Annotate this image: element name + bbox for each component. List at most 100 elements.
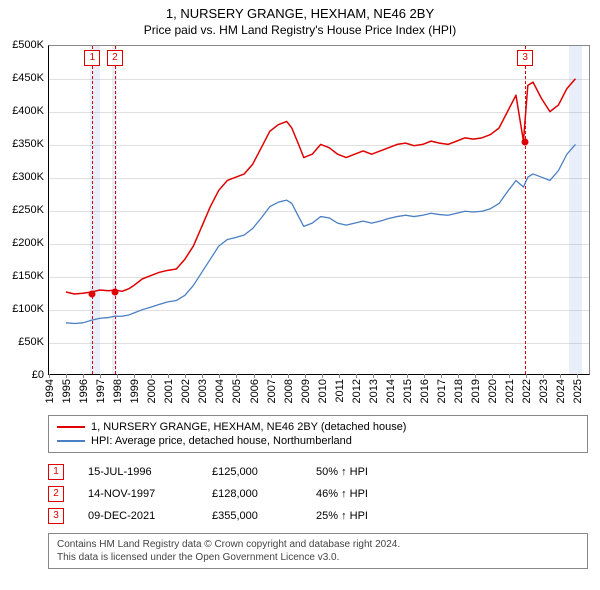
x-tick-mark <box>356 374 357 378</box>
y-tick-label: £500K <box>12 39 44 51</box>
x-tick-label: 2019 <box>470 379 482 403</box>
footer-line-2: This data is licensed under the Open Gov… <box>57 551 579 564</box>
marker-dot <box>522 138 529 145</box>
x-tick-label: 2008 <box>283 379 295 403</box>
sales-marker: 3 <box>48 508 64 524</box>
x-tick-mark <box>219 374 220 378</box>
x-tick-mark <box>83 374 84 378</box>
marker-dot <box>111 288 118 295</box>
x-tick-label: 2001 <box>163 379 175 403</box>
series-hpi <box>66 144 576 323</box>
x-tick-label: 2020 <box>487 379 499 403</box>
x-tick-mark <box>424 374 425 378</box>
x-tick-mark <box>236 374 237 378</box>
x-tick-mark <box>526 374 527 378</box>
x-tick-label: 2023 <box>538 379 550 403</box>
x-tick-mark <box>288 374 289 378</box>
x-tick-mark <box>560 374 561 378</box>
x-tick-label: 1999 <box>129 379 141 403</box>
x-tick-label: 2012 <box>351 379 363 403</box>
x-tick-label: 2015 <box>402 379 414 403</box>
x-tick-label: 2014 <box>385 379 397 403</box>
x-tick-label: 2018 <box>453 379 465 403</box>
sales-date: 15-JUL-1996 <box>88 466 188 478</box>
x-tick-label: 2021 <box>504 379 516 403</box>
x-tick-label: 2016 <box>419 379 431 403</box>
x-tick-label: 2005 <box>231 379 243 403</box>
x-tick-mark <box>202 374 203 378</box>
legend-line-swatch <box>57 426 85 428</box>
sales-price: £125,000 <box>212 466 292 478</box>
chart-plot-area: 123 £0£50K£100K£150K£200K£250K£300K£350K… <box>48 45 590 375</box>
marker-box: 3 <box>517 50 533 66</box>
x-tick-mark <box>577 374 578 378</box>
marker-box: 2 <box>107 50 123 66</box>
x-tick-mark <box>543 374 544 378</box>
y-tick-label: £450K <box>12 72 44 84</box>
sales-hpi: 25% ↑ HPI <box>316 510 406 522</box>
y-tick-label: £350K <box>12 138 44 150</box>
x-tick-mark <box>373 374 374 378</box>
sales-row: 1 15-JUL-1996 £125,000 50% ↑ HPI <box>48 461 588 483</box>
chart-subtitle: Price paid vs. HM Land Registry's House … <box>0 23 600 37</box>
chart-container: 1, NURSERY GRANGE, HEXHAM, NE46 2BY Pric… <box>0 0 600 590</box>
x-tick-mark <box>475 374 476 378</box>
y-tick-label: £200K <box>12 237 44 249</box>
x-tick-mark <box>134 374 135 378</box>
x-tick-label: 1998 <box>112 379 124 403</box>
sales-date: 14-NOV-1997 <box>88 488 188 500</box>
y-tick-label: £400K <box>12 105 44 117</box>
sales-hpi: 50% ↑ HPI <box>316 466 406 478</box>
x-tick-label: 2009 <box>300 379 312 403</box>
x-tick-mark <box>100 374 101 378</box>
x-tick-label: 2017 <box>436 379 448 403</box>
marker-box: 1 <box>84 50 100 66</box>
sales-marker: 1 <box>48 464 64 480</box>
x-tick-mark <box>151 374 152 378</box>
x-tick-mark <box>458 374 459 378</box>
sales-table: 1 15-JUL-1996 £125,000 50% ↑ HPI 2 14-NOV-199… <box>48 461 588 527</box>
x-tick-label: 2024 <box>555 379 567 403</box>
sales-price: £128,000 <box>212 488 292 500</box>
x-tick-mark <box>254 374 255 378</box>
sales-price: £355,000 <box>212 510 292 522</box>
footer-line-1: Contains HM Land Registry data © Crown c… <box>57 538 579 551</box>
x-tick-label: 2011 <box>334 379 346 403</box>
plot-border: 12 3 <box>48 45 590 375</box>
x-tick-label: 2013 <box>368 379 380 403</box>
x-tick-label: 2010 <box>317 379 329 403</box>
y-tick-label: £300K <box>12 171 44 183</box>
x-tick-mark <box>339 374 340 378</box>
x-tick-label: 2003 <box>197 379 209 403</box>
legend-label: 1, NURSERY GRANGE, HEXHAM, NE46 2BY (det… <box>91 421 406 433</box>
chart-title: 1, NURSERY GRANGE, HEXHAM, NE46 2BY <box>0 6 600 21</box>
legend-box: 1, NURSERY GRANGE, HEXHAM, NE46 2BY (det… <box>48 415 588 453</box>
footer-box: Contains HM Land Registry data © Crown c… <box>48 533 588 569</box>
x-tick-mark <box>407 374 408 378</box>
sales-date: 09-DEC-2021 <box>88 510 188 522</box>
x-tick-mark <box>492 374 493 378</box>
x-tick-mark <box>185 374 186 378</box>
y-tick-label: £100K <box>12 303 44 315</box>
legend-line-swatch <box>57 440 85 442</box>
legend-row: HPI: Average price, detached house, Nort… <box>57 434 579 448</box>
x-tick-label: 2004 <box>214 379 226 403</box>
y-tick-label: £150K <box>12 270 44 282</box>
title-block: 1, NURSERY GRANGE, HEXHAM, NE46 2BY Pric… <box>0 0 600 37</box>
x-tick-label: 2000 <box>146 379 158 403</box>
y-tick-label: £50K <box>18 336 44 348</box>
x-tick-label: 1994 <box>44 379 56 403</box>
x-tick-mark <box>117 374 118 378</box>
x-tick-label: 2022 <box>521 379 533 403</box>
series-property <box>66 79 576 294</box>
x-tick-label: 1997 <box>95 379 107 403</box>
x-tick-label: 1996 <box>78 379 90 403</box>
legend-label: HPI: Average price, detached house, Nort… <box>91 435 352 447</box>
x-tick-label: 2006 <box>249 379 261 403</box>
x-tick-mark <box>271 374 272 378</box>
x-tick-mark <box>168 374 169 378</box>
sales-marker: 2 <box>48 486 64 502</box>
y-tick-label: £0 <box>32 369 44 381</box>
x-tick-label: 1995 <box>61 379 73 403</box>
x-tick-mark <box>390 374 391 378</box>
